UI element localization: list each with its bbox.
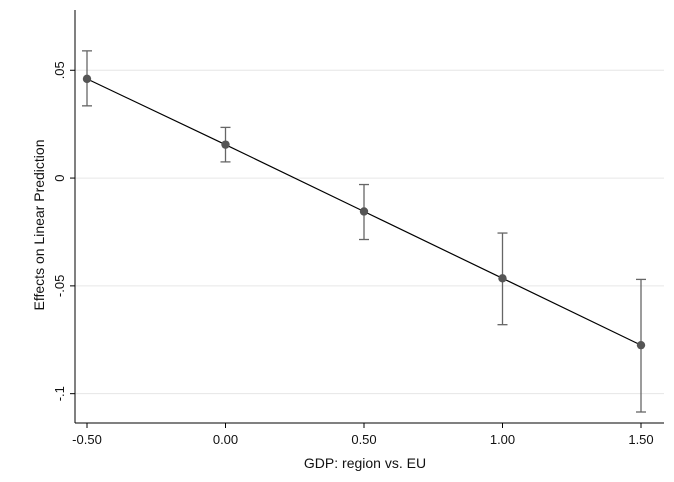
y-tick-label: -.1 [52,386,67,401]
y-tick-label: -.05 [52,275,67,297]
x-tick-label: 1.50 [628,432,653,447]
grid-lines [75,69,664,395]
x-tick-label: -0.50 [72,432,102,447]
x-tick-label: 0.50 [351,432,376,447]
data-points [82,74,646,350]
tick-labels: .05 0 -.05 -.1 -0.50 0.00 0.50 1.00 1.50 [52,61,654,447]
plot-area [75,10,664,423]
data-point [82,74,92,84]
x-axis-title: GDP: region vs. EU [304,455,426,471]
data-point [221,140,230,149]
y-axis-title: Effects on Linear Prediction [31,140,47,311]
x-tick-label: 1.00 [490,432,515,447]
data-point [359,207,369,216]
data-point [498,274,507,283]
y-tick-label: 0 [52,174,67,181]
x-tick-label: 0.00 [213,432,238,447]
y-tick-label: .05 [52,61,67,79]
axes [70,10,664,428]
data-point [636,340,646,350]
